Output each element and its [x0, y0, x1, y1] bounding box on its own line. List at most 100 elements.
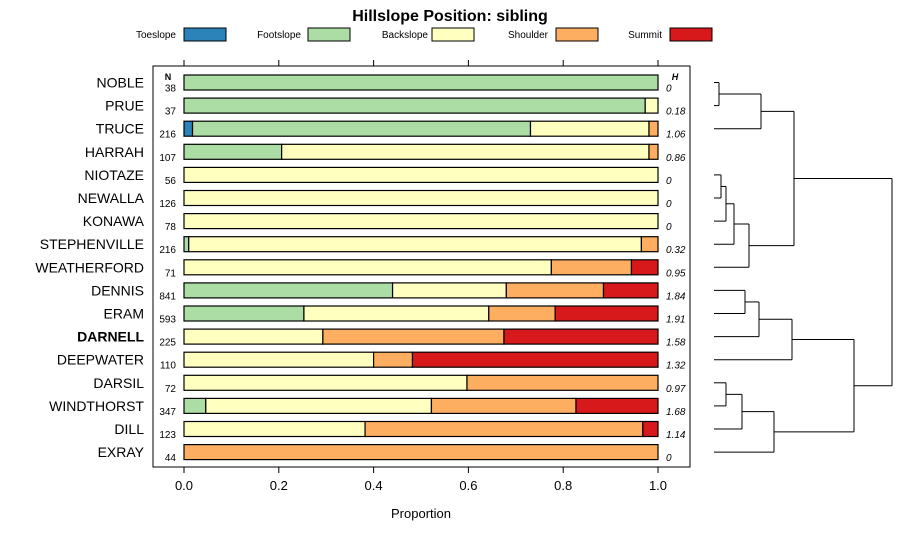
bar-segment-backslope — [644, 97, 659, 114]
row-h: 0 — [666, 222, 672, 233]
row-h: 0 — [666, 199, 672, 210]
x-tick-label: 0.6 — [459, 478, 477, 493]
row-h: 0.95 — [666, 268, 686, 279]
row-h: 1.68 — [666, 407, 686, 418]
row-h: 0.97 — [666, 384, 686, 395]
row-label: HARRAH — [85, 144, 144, 160]
legend-swatch-backslope — [431, 27, 475, 42]
row-n: 78 — [165, 222, 177, 233]
bar-segment-footslope — [183, 143, 283, 160]
row-n: 72 — [165, 384, 177, 395]
row-h: 1.84 — [666, 291, 686, 302]
row-h: 0.86 — [666, 153, 686, 164]
bar-segment-backslope — [183, 351, 375, 368]
bar-segment-shoulder — [648, 120, 659, 137]
bar-segment-backslope — [183, 166, 659, 183]
bar-segment-backslope — [391, 282, 507, 299]
chart-title: Hillslope Position: sibling — [352, 8, 548, 25]
bar-segment-backslope — [183, 328, 324, 345]
row-n: 107 — [159, 153, 176, 164]
plot-area: 0.0 0.2 0.4 0.6 0.8 1.0 N H NOBLE 38 0 PRUE 37 0.18 TR… — [35, 60, 691, 493]
row-h: 0 — [666, 176, 672, 187]
row-n: 110 — [160, 361, 176, 372]
row-n: 216 — [159, 245, 176, 256]
bar-segment-shoulder — [183, 444, 659, 461]
bar-segment-summit — [602, 282, 659, 299]
bar-segment-shoulder — [466, 374, 659, 391]
row-n: 225 — [159, 338, 176, 349]
row-n: 593 — [159, 315, 176, 326]
row-h: 0.32 — [666, 245, 686, 256]
row-h: 0.18 — [666, 107, 686, 118]
bar-segment-backslope — [183, 259, 552, 276]
bar-segment-backslope — [303, 305, 490, 322]
row-h: 1.32 — [666, 361, 686, 372]
bar-segment-shoulder — [648, 143, 659, 160]
legend: Toeslope Footslope Backslope Shoulder Summit — [136, 27, 713, 42]
bar-segment-backslope — [281, 143, 650, 160]
legend-label-toeslope: Toeslope — [136, 30, 176, 41]
row-label: DEEPWATER — [57, 352, 144, 368]
bar-segment-summit — [411, 351, 659, 368]
legend-label-footslope: Footslope — [257, 30, 301, 41]
legend-label-shoulder: Shoulder — [508, 30, 549, 41]
bar-segment-footslope — [183, 74, 659, 91]
x-tick-label: 0.4 — [365, 478, 383, 493]
row-n: 37 — [165, 107, 177, 118]
row-label: WEATHERFORD — [35, 259, 144, 275]
row-label: DARSIL — [93, 375, 144, 391]
bar-segment-summit — [575, 397, 659, 414]
bar-segment-summit — [554, 305, 659, 322]
row-label: PRUE — [105, 98, 144, 114]
row-label: WINDTHORST — [49, 398, 144, 414]
row-h: 0 — [666, 84, 672, 95]
bar-segment-shoulder — [430, 397, 577, 414]
bar-segment-footslope — [183, 282, 394, 299]
row-h: 1.06 — [666, 130, 686, 141]
h-header: H — [672, 72, 679, 82]
bar-segment-shoulder — [322, 328, 505, 345]
row-h: 1.91 — [666, 315, 685, 326]
row-label: DENNIS — [91, 282, 144, 298]
row-label: STEPHENVILLE — [40, 236, 144, 252]
row-label: NEWALLA — [78, 190, 145, 206]
bar-segment-footslope — [183, 236, 190, 253]
legend-swatch-summit — [669, 27, 713, 42]
row-n: 56 — [165, 176, 177, 187]
legend-label-backslope: Backslope — [382, 30, 429, 41]
bar-segment-shoulder — [550, 259, 633, 276]
x-tick-label: 0.8 — [554, 478, 572, 493]
bar-segment-backslope — [183, 213, 659, 230]
bar-segment-backslope — [183, 374, 468, 391]
legend-swatch-toeslope — [183, 27, 227, 42]
bar-segment-summit — [503, 328, 659, 345]
legend-swatch-footslope — [307, 27, 351, 42]
bar-segment-backslope — [183, 189, 659, 207]
row-label: DARNELL — [77, 329, 144, 345]
x-tick-label: 1.0 — [649, 478, 667, 493]
bar-segment-footslope — [183, 305, 305, 322]
bar-segment-toeslope — [183, 120, 194, 137]
row-h: 0 — [666, 453, 672, 464]
bar-segment-footslope — [183, 397, 207, 414]
bar-segment-backslope — [183, 420, 366, 438]
bar-segment-shoulder — [505, 282, 605, 299]
row-label: NOBLE — [97, 75, 144, 91]
x-tick-label: 0.2 — [270, 478, 288, 493]
bar-segment-backslope — [205, 397, 433, 414]
bar-segment-shoulder — [373, 351, 414, 368]
legend-label-summit: Summit — [628, 30, 662, 41]
x-axis-label: Proportion — [391, 506, 451, 521]
bar-segment-summit — [630, 259, 659, 276]
bar-segment-shoulder — [364, 420, 644, 438]
bar-segment-footslope — [191, 120, 532, 137]
x-tick-label: 0.0 — [175, 478, 193, 493]
row-label: KONAWA — [83, 213, 145, 229]
bar-segment-summit — [642, 420, 659, 438]
bar-segment-backslope — [188, 236, 643, 253]
n-header: N — [165, 72, 172, 82]
row-n: 123 — [159, 430, 176, 441]
row-n: 126 — [159, 199, 176, 210]
row-label: ERAM — [104, 306, 144, 322]
